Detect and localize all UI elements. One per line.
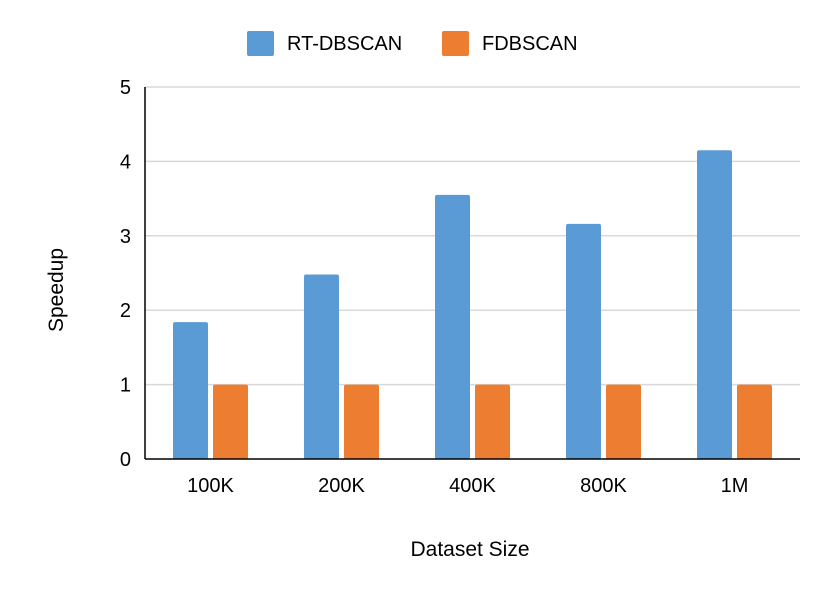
x-axis-title: Dataset Size	[410, 538, 529, 561]
bars	[173, 150, 772, 460]
legend-swatch-fdbscan	[442, 31, 469, 56]
bar-rt-dbscan-800k	[566, 223, 601, 459]
x-tick-label: 1M	[721, 475, 749, 497]
legend-label-fdbscan: FDBSCAN	[482, 33, 578, 55]
legend-swatch-rt-dbscan	[247, 31, 274, 56]
legend-label-rt-dbscan: RT-DBSCAN	[287, 33, 402, 55]
axes	[144, 87, 800, 460]
gridlines	[145, 86, 800, 386]
y-tick-label: 3	[120, 226, 131, 248]
x-tick-labels: 100K 200K 400K 800K 1M	[187, 475, 748, 497]
y-tick-label: 0	[120, 449, 131, 471]
y-tick-label: 1	[120, 375, 131, 397]
x-tick-label: 400K	[449, 475, 496, 497]
bar-rt-dbscan-200k	[304, 274, 339, 459]
y-tick-labels: 0 1 2 3 4 5	[120, 77, 131, 471]
bar-rt-dbscan-400k	[435, 194, 470, 459]
x-tick-label: 100K	[187, 475, 234, 497]
bar-fdbscan-400k	[475, 384, 510, 459]
bar-rt-dbscan-1m	[697, 150, 732, 460]
y-tick-label: 5	[120, 77, 131, 99]
y-tick-label: 4	[120, 151, 131, 173]
x-tick-label: 800K	[580, 475, 627, 497]
x-tick-label: 200K	[318, 475, 365, 497]
bar-fdbscan-200k	[344, 384, 379, 459]
y-tick-label: 2	[120, 300, 131, 322]
bar-fdbscan-800k	[606, 384, 641, 459]
bar-fdbscan-100k	[213, 384, 248, 459]
y-axis-title: Speedup	[45, 248, 68, 332]
bar-fdbscan-1m	[737, 384, 772, 459]
bar-rt-dbscan-100k	[173, 322, 208, 459]
legend: RT-DBSCAN FDBSCAN	[247, 31, 578, 56]
